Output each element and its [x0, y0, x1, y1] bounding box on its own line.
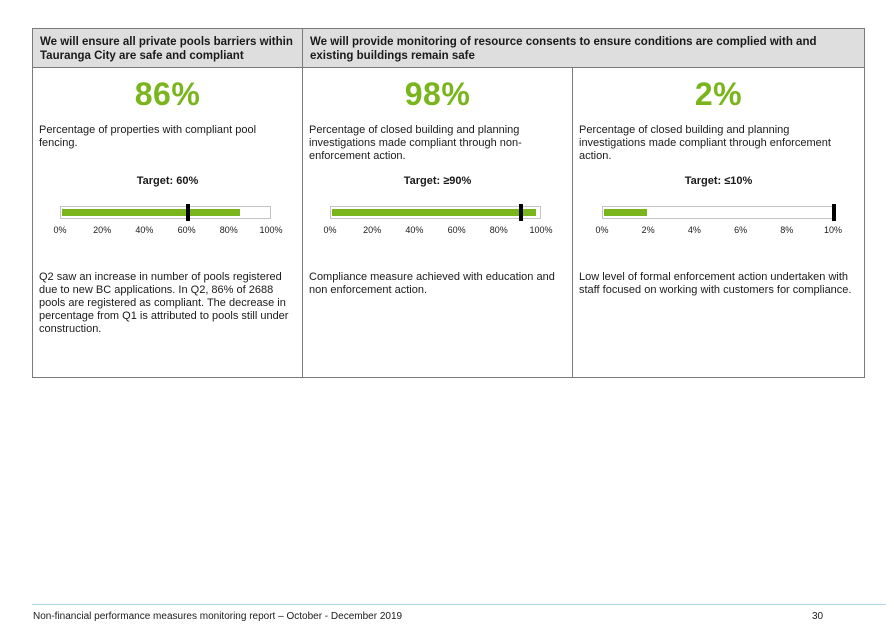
- measure-comment: Q2 saw an increase in number of pools re…: [39, 271, 289, 335]
- progress-track: [330, 204, 541, 221]
- measure-column-pools: 86% Percentage of properties with compli…: [33, 68, 303, 377]
- target-marker: [185, 204, 190, 221]
- page-number: 30: [812, 611, 824, 622]
- measure-description: Percentage of closed building and planni…: [579, 124, 831, 162]
- measures-table: We will ensure all private pools barrier…: [32, 28, 865, 378]
- tick-label: 60%: [447, 225, 466, 235]
- measure-description: Percentage of properties with compliant …: [39, 124, 257, 149]
- big-value: 2%: [694, 76, 743, 112]
- tick-label: 100%: [259, 225, 283, 235]
- tick-label: 40%: [405, 225, 424, 235]
- big-value: 86%: [134, 76, 201, 112]
- tick-label: 80%: [489, 225, 508, 235]
- tick-label: 2%: [641, 225, 655, 235]
- target-label: Target: 60%: [136, 175, 199, 187]
- objective-header-pools: We will ensure all private pools barrier…: [33, 29, 303, 68]
- tick-label: 60%: [177, 225, 196, 235]
- tick-label: 0%: [53, 225, 67, 235]
- progress-fill: [62, 209, 241, 216]
- measure-column-non-enforcement: 98% Percentage of closed building and pl…: [303, 68, 573, 377]
- axis-ticks: 0% 20% 40% 60% 80% 100%: [323, 225, 552, 237]
- big-value: 98%: [404, 76, 471, 112]
- measure-description: Percentage of closed building and planni…: [309, 124, 522, 162]
- progress-fill: [332, 209, 536, 216]
- target-marker: [832, 204, 836, 221]
- footer-divider: [32, 604, 886, 605]
- measure-comment: Low level of formal enforcement action u…: [579, 271, 852, 296]
- target-label: Target: ≥90%: [403, 175, 472, 187]
- tick-label: 20%: [93, 225, 112, 235]
- axis-ticks: 0% 2% 4% 6% 8% 10%: [595, 225, 842, 237]
- tick-label: 20%: [363, 225, 382, 235]
- tick-label: 8%: [780, 225, 794, 235]
- progress-fill: [604, 209, 648, 216]
- tick-label: 80%: [219, 225, 238, 235]
- tick-label: 10%: [823, 225, 843, 235]
- progress-track: [60, 204, 271, 221]
- tick-label: 6%: [734, 225, 748, 235]
- tick-label: 40%: [135, 225, 154, 235]
- objective-header-consents: We will provide monitoring of resource c…: [303, 29, 864, 68]
- tick-label: 0%: [595, 225, 609, 235]
- target-marker: [518, 204, 523, 221]
- target-label: Target: ≤10%: [684, 175, 753, 187]
- measure-column-enforcement: 2% Percentage of closed building and pla…: [573, 68, 864, 377]
- progress-track: [602, 204, 836, 221]
- tick-label: 4%: [687, 225, 701, 235]
- tick-label: 100%: [529, 225, 553, 235]
- footer-text: Non-financial performance measures monit…: [33, 611, 403, 622]
- axis-ticks: 0% 20% 40% 60% 80% 100%: [53, 225, 282, 237]
- measure-comment: Compliance measure achieved with educati…: [309, 271, 555, 296]
- tick-label: 0%: [323, 225, 337, 235]
